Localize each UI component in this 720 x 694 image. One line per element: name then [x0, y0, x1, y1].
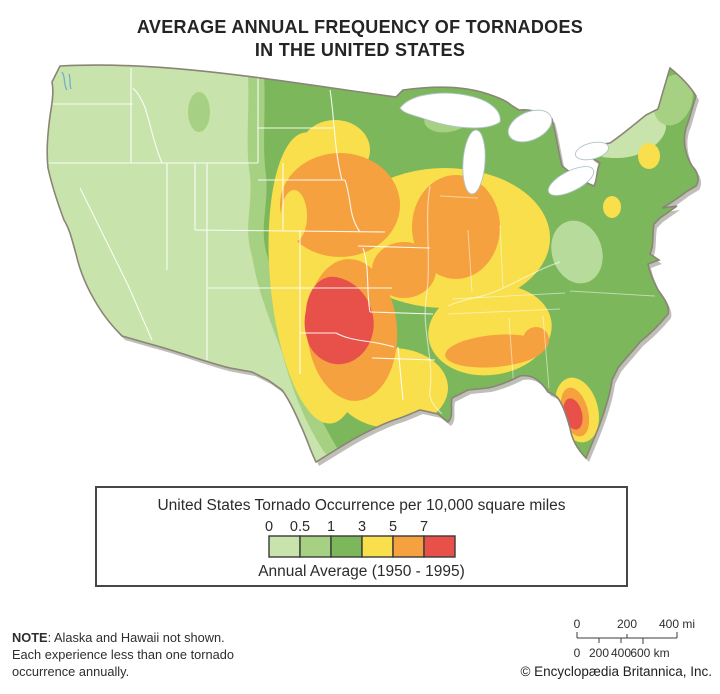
- note-line2: Each experience less than one tornado: [12, 647, 234, 662]
- scale-bar: 0 200 400 mi 0 200 400 600 km: [566, 617, 716, 660]
- legend-swatch: [267, 535, 301, 558]
- publisher-credit: © Encyclopædia Britannica, Inc.: [520, 664, 712, 679]
- lake-erie: [547, 166, 595, 196]
- legend-tick-labels: 0 0.5 1 3 5 7: [264, 519, 455, 535]
- note-line1-rest: : Alaska and Hawaii not shown.: [47, 630, 225, 645]
- legend-tick: 5: [388, 519, 398, 535]
- zone-3-5-hole: [281, 190, 307, 242]
- legend-color-ramp: [97, 535, 626, 558]
- lake-michigan: [462, 129, 486, 195]
- legend-tick: 0: [264, 519, 274, 535]
- map-title-line1: AVERAGE ANNUAL FREQUENCY OF TORNADOES: [136, 17, 584, 37]
- legend-box: United States Tornado Occurrence per 10,…: [95, 486, 628, 587]
- puget-sound-water: [61, 71, 72, 91]
- rivers: [424, 185, 561, 415]
- legend-swatch: [391, 535, 425, 558]
- scale-mi-200: 200: [616, 617, 638, 631]
- scale-miles-labels: 0 200 400 mi: [566, 617, 716, 631]
- scale-mi-0: 0: [573, 617, 581, 631]
- lake-ontario: [574, 141, 610, 161]
- note-line3: occurrence annually.: [12, 664, 130, 679]
- great-lakes: [399, 92, 610, 196]
- legend-swatch: [422, 535, 456, 558]
- legend-swatch: [329, 535, 363, 558]
- patch-appalachia: [551, 220, 603, 284]
- legend-caption: Annual Average (1950 - 1995): [258, 563, 465, 580]
- legend-tick: 7: [419, 519, 429, 535]
- legend-swatch: [298, 535, 332, 558]
- map-title: AVERAGE ANNUAL FREQUENCY OF TORNADOES IN…: [0, 16, 720, 62]
- legend-tick: 0.5: [289, 519, 311, 535]
- map-title-line2: IN THE UNITED STATES: [254, 40, 466, 60]
- legend-tick: 1: [326, 519, 336, 535]
- scale-km-200: 200: [588, 646, 610, 660]
- scale-mi-400: 400 mi: [658, 617, 696, 631]
- scale-km-labels: 0 200 400 600 km: [566, 646, 716, 660]
- legend-heading: United States Tornado Occurrence per 10,…: [157, 497, 566, 514]
- legend-tick: 3: [357, 519, 367, 535]
- note-line1: NOTE: Alaska and Hawaii not shown.: [12, 629, 234, 646]
- note-label: NOTE: [12, 630, 48, 645]
- state-borders: [47, 68, 436, 401]
- scale-km-0: 0: [573, 646, 581, 660]
- legend-swatch: [360, 535, 394, 558]
- state-borders-east: [439, 195, 656, 391]
- map-note: NOTE: Alaska and Hawaii not shown. Each …: [12, 629, 234, 680]
- lake-superior: [399, 92, 501, 129]
- scale-km-400: 400: [610, 646, 632, 660]
- lake-huron: [507, 109, 553, 143]
- scale-bar-rule: [576, 632, 678, 644]
- scale-km-600: 600 km: [630, 646, 670, 660]
- patch-montana: [188, 92, 210, 132]
